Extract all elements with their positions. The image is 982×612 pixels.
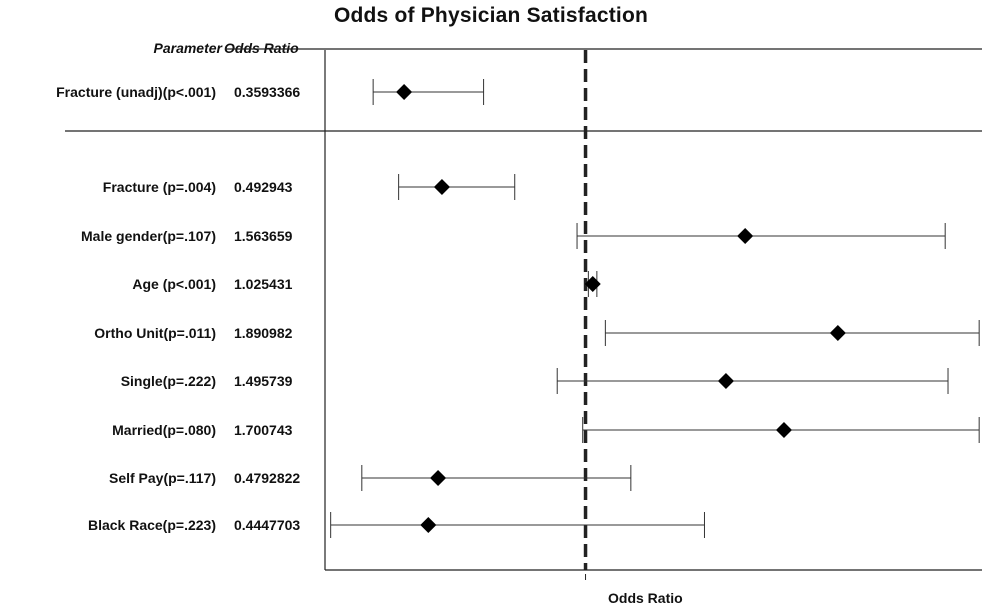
row-parameter-label: Age (p<.001) <box>132 276 216 292</box>
odds-ratio-point <box>829 325 846 341</box>
row-odds-ratio-value: 1.025431 <box>234 276 293 292</box>
chart-title: Odds of Physician Satisfaction <box>333 4 649 27</box>
row-odds-ratio-value: 1.700743 <box>234 422 293 438</box>
odds-ratio-point <box>420 517 437 533</box>
odds-ratio-point <box>430 470 447 486</box>
row-parameter-label: Ortho Unit(p=.011) <box>94 325 216 341</box>
x-axis-label: Odds Ratio <box>608 590 683 606</box>
odds-ratio-point <box>584 276 601 292</box>
odds-ratio-column-header: Odds Ratio <box>224 40 299 56</box>
row-parameter-label: Single(p=.222) <box>120 373 216 389</box>
odds-ratio-point <box>775 422 792 438</box>
row-parameter-label: Self Pay(p=.117) <box>108 470 216 486</box>
row-odds-ratio-value: 0.3593366 <box>234 84 301 100</box>
row-odds-ratio-value: 1.495739 <box>234 373 293 389</box>
row-odds-ratio-value: 0.4792822 <box>234 470 301 486</box>
row-parameter-label: Married(p=.080) <box>112 422 216 438</box>
row-parameter-label: Fracture (p=.004) <box>102 179 216 195</box>
row-odds-ratio-value: 1.890982 <box>234 325 293 341</box>
odds-ratio-point <box>433 179 450 195</box>
row-parameter-label: Black Race(p=.223) <box>87 517 216 533</box>
parameter-column-header: Parameter <box>153 40 223 56</box>
row-parameter-label: Male gender(p=.107) <box>81 228 216 244</box>
row-odds-ratio-value: 1.563659 <box>234 228 293 244</box>
odds-ratio-point <box>737 228 754 244</box>
odds-ratio-point <box>396 84 413 100</box>
row-odds-ratio-value: 0.492943 <box>234 179 293 195</box>
row-odds-ratio-value: 0.4447703 <box>234 517 301 533</box>
odds-ratio-point <box>717 373 734 389</box>
row-parameter-label: Fracture (unadj)(p<.001) <box>56 84 216 100</box>
